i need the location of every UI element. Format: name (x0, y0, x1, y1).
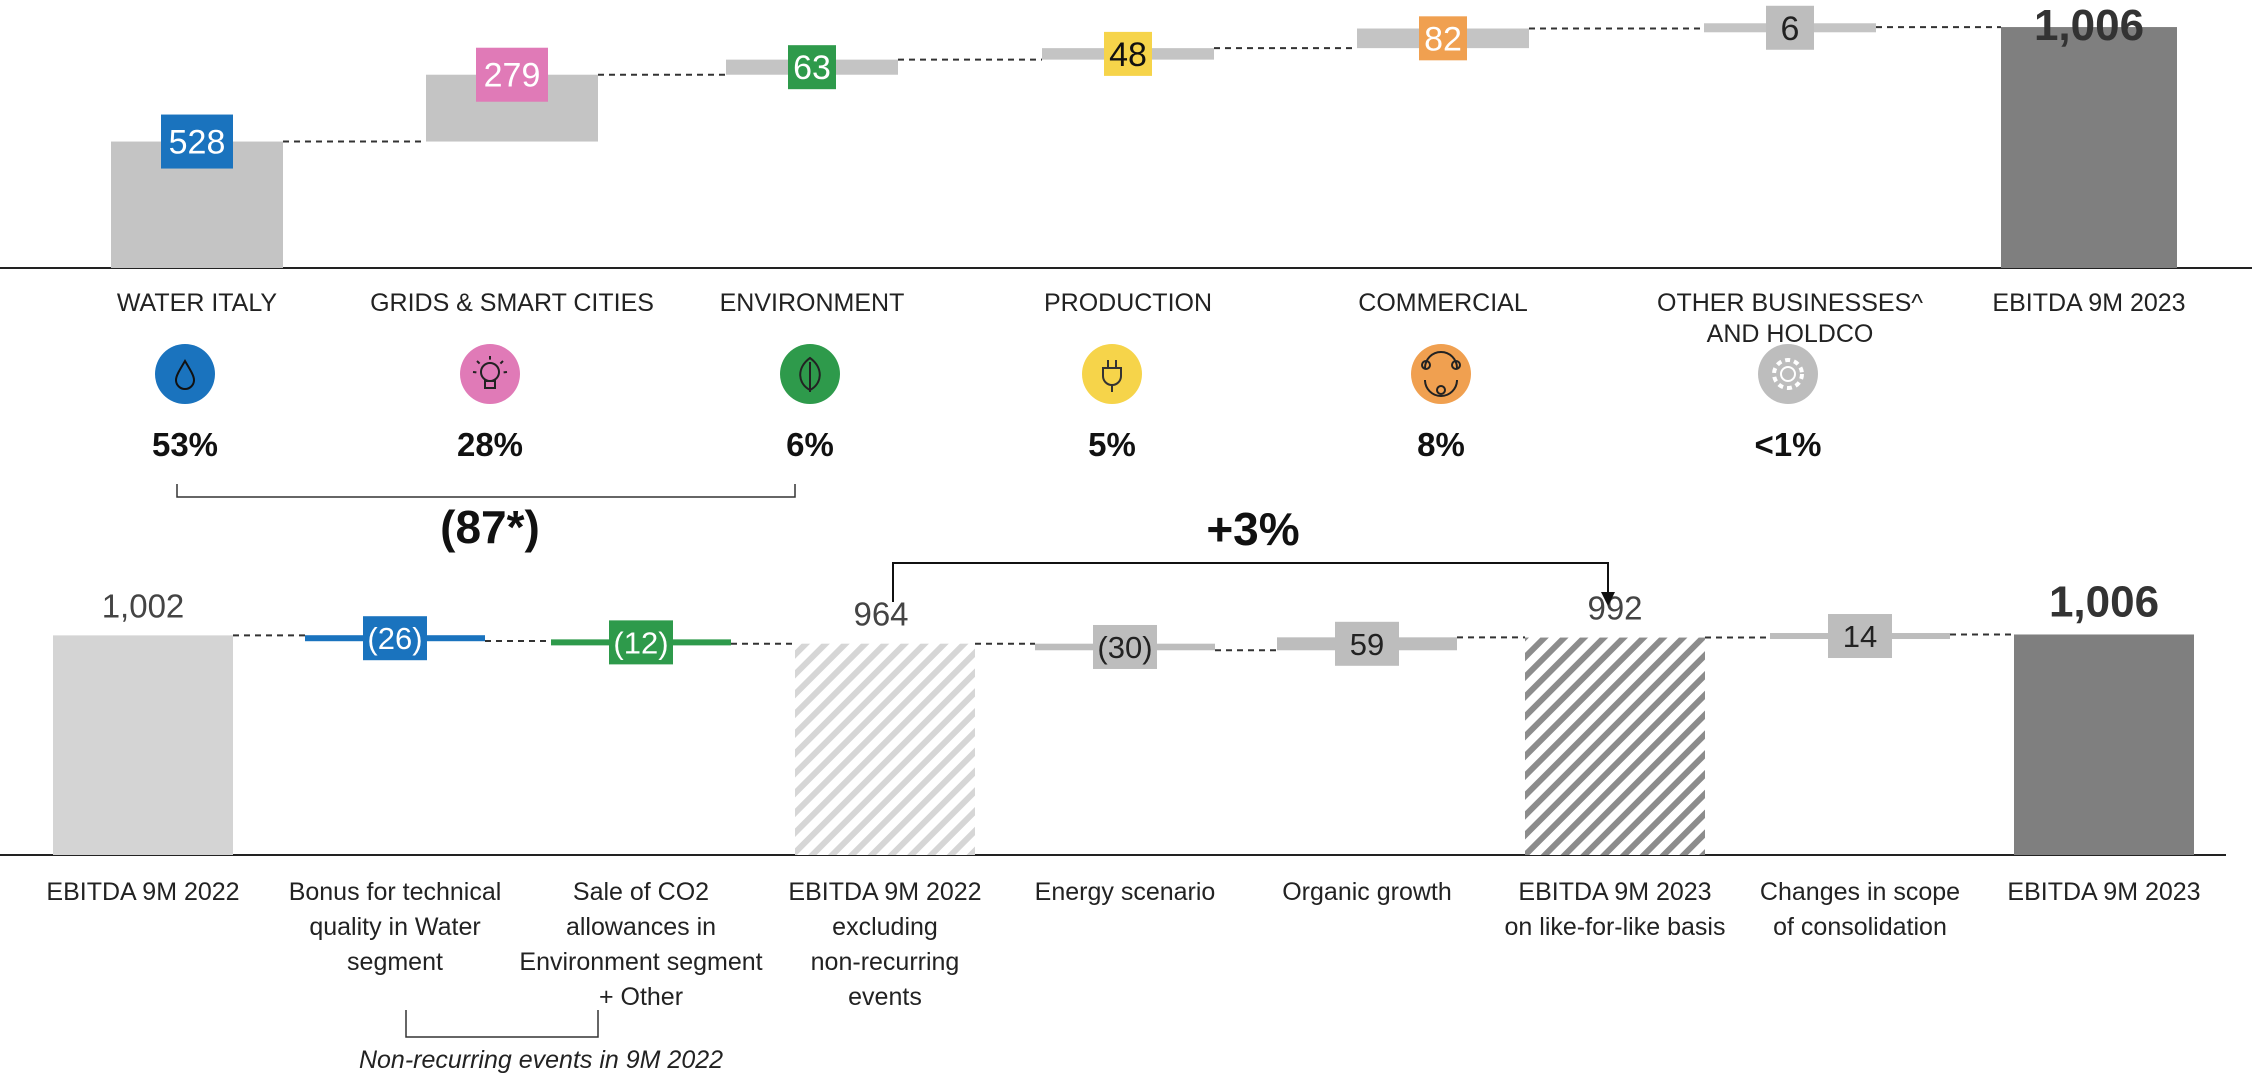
bottom-value-label-1: 1,002 (102, 587, 185, 624)
bracket-label: (87*) (440, 501, 540, 553)
top-category-label-6: OTHER BUSINESSES^ AND HOLDCO (1657, 289, 1923, 348)
bottom-value-box-8 (1828, 614, 1892, 659)
bottom-category-label-7: EBITDA 9M 2023 on like-for-like basis (1505, 878, 1726, 941)
growth-label: +3% (1206, 503, 1299, 555)
top-value-label-3: 63 (793, 49, 831, 87)
bottom-value-label-6: 59 (1350, 627, 1384, 662)
top-category-label-5: COMMERCIAL (1358, 289, 1528, 317)
water-drop-icon (155, 344, 215, 404)
top-waterfall-chart: 528 279 63 48 82 6 1,006 WATER ITALY GRIDS & SMA… (0, 1, 2252, 463)
bottom-category-label-3: Sale of CO2 allowances in Environment segm… (519, 878, 762, 1011)
top-value-label-5: 82 (1424, 20, 1462, 58)
top-share-2: 28% (457, 426, 523, 463)
top-value-box-1 (161, 114, 233, 169)
top-value-label-total: 1,006 (2034, 1, 2144, 50)
bottom-category-label-2: Bonus for technical quality in Water segme… (289, 878, 502, 976)
bottom-category-label-4: EBITDA 9M 2022 excluding non-recurring even… (788, 878, 981, 1011)
growth-connector (892, 562, 1609, 602)
top-bar-7 (2001, 27, 2177, 268)
share-bracket (176, 484, 796, 498)
bottom-category-label-9: EBITDA 9M 2023 (2007, 878, 2200, 906)
top-category-label-1: WATER ITALY (117, 289, 278, 317)
bottom-value-label-7: 992 (1587, 590, 1642, 627)
bottom-value-box-2 (363, 616, 427, 661)
top-category-label-4: PRODUCTION (1044, 289, 1212, 317)
lightbulb-icon (460, 344, 520, 404)
bottom-value-box-3 (609, 620, 673, 665)
bottom-category-label-8: Changes in scope of consolidation (1760, 878, 1960, 941)
bottom-value-label-4: 964 (853, 596, 908, 633)
top-share-3: 6% (786, 426, 834, 463)
people-cycle-icon (1411, 344, 1471, 404)
top-value-box-3 (788, 45, 836, 90)
top-value-label-4: 48 (1109, 36, 1147, 74)
bottom-value-box-6 (1335, 621, 1399, 666)
bottom-category-label-1: EBITDA 9M 2022 (46, 878, 239, 906)
gear-icon (1758, 344, 1818, 404)
chart-annotations: (87*) Non-recurring events in 9M 2022 +3% (176, 484, 1615, 1074)
non-recurring-bracket (405, 1010, 599, 1038)
top-share-4: 5% (1088, 426, 1136, 463)
top-share-6: <1% (1755, 426, 1822, 463)
top-share-1: 53% (152, 426, 218, 463)
bottom-value-box-5 (1093, 624, 1157, 669)
bottom-value-label-9: 1,006 (2049, 577, 2159, 626)
top-category-label-7: EBITDA 9M 2023 (1992, 289, 2185, 317)
plug-icon (1082, 344, 1142, 404)
leaf-icon (780, 344, 840, 404)
bottom-bar-7 (1525, 637, 1705, 855)
top-category-label-3: ENVIRONMENT (720, 289, 905, 317)
top-value-box-2 (476, 47, 548, 102)
top-value-box-5 (1419, 16, 1467, 61)
bottom-bar-4 (795, 643, 975, 855)
top-share-5: 8% (1417, 426, 1465, 463)
top-value-box-6 (1766, 5, 1814, 50)
bottom-bar-9 (2014, 634, 2194, 855)
bottom-value-label-3: (12) (613, 625, 668, 660)
top-category-label-2: GRIDS & SMART CITIES (370, 289, 654, 317)
bottom-value-label-5: (30) (1097, 630, 1152, 665)
bottom-value-label-8: 14 (1843, 619, 1877, 654)
bottom-value-label-2: (26) (367, 621, 422, 656)
bottom-waterfall-chart: 1,002 (26) (12) 964 (30) 59 992 14 1,006 EBITDA 9… (0, 577, 2226, 1011)
top-value-box-4 (1104, 31, 1152, 76)
top-value-label-1: 528 (169, 124, 226, 162)
top-value-label-2: 279 (484, 57, 541, 95)
growth-arrowhead (1601, 592, 1615, 606)
bottom-category-label-5: Energy scenario (1035, 878, 1216, 906)
non-recurring-note: Non-recurring events in 9M 2022 (359, 1046, 723, 1074)
bottom-bar-1 (53, 635, 233, 855)
top-value-label-6: 6 (1781, 10, 1800, 48)
bottom-category-label-6: Organic growth (1282, 878, 1452, 906)
